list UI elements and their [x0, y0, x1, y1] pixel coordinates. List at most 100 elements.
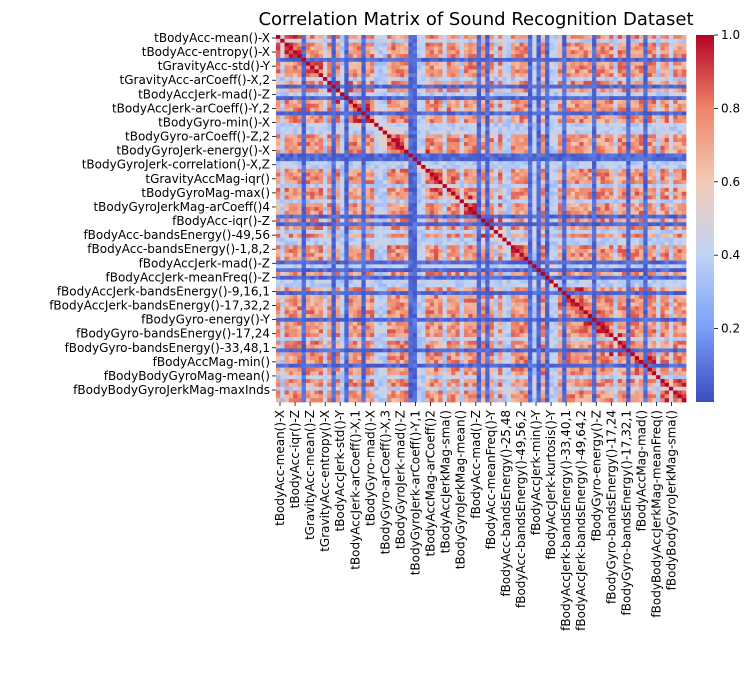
heatmap-cell — [647, 184, 653, 189]
heatmap-cell — [540, 57, 546, 63]
heatmap-cell — [310, 149, 315, 154]
heatmap-cell — [340, 88, 345, 93]
heatmap-cell — [276, 50, 281, 55]
heatmap-cell — [305, 199, 311, 204]
heatmap-cell — [596, 54, 601, 59]
heatmap-cell — [579, 164, 584, 170]
heatmap-cell — [446, 115, 452, 120]
heatmap-cell — [361, 96, 367, 101]
heatmap-cell — [600, 207, 606, 212]
heatmap-cell — [288, 180, 294, 185]
heatmap-cell — [369, 88, 375, 93]
heatmap-cell — [527, 92, 533, 97]
heatmap-cell — [587, 54, 593, 59]
heatmap-cell — [399, 184, 405, 189]
heatmap-cell — [630, 88, 636, 93]
heatmap-cell — [352, 180, 358, 185]
heatmap-cell — [502, 203, 508, 208]
heatmap-cell — [305, 161, 311, 166]
heatmap-cell — [540, 80, 546, 86]
heatmap-cell — [357, 122, 362, 128]
heatmap-cell — [416, 218, 422, 223]
heatmap-cell — [515, 115, 520, 120]
heatmap-cell — [382, 157, 388, 162]
heatmap-cell — [583, 61, 589, 66]
heatmap-cell — [344, 161, 349, 166]
heatmap-cell — [643, 195, 648, 200]
heatmap-cell — [579, 168, 584, 174]
heatmap-cell — [630, 203, 636, 208]
heatmap-cell — [425, 61, 431, 66]
heatmap-cell — [476, 195, 482, 200]
heatmap-cell — [562, 168, 567, 174]
heatmap-cell — [485, 187, 490, 193]
heatmap-cell — [566, 164, 572, 170]
heatmap-cell — [574, 210, 580, 216]
heatmap-cell — [621, 96, 627, 101]
heatmap-cell — [604, 84, 610, 89]
heatmap-cell — [408, 195, 414, 200]
heatmap-cell — [532, 57, 537, 63]
heatmap-cell — [438, 199, 443, 204]
heatmap-cell — [361, 126, 367, 131]
heatmap-cell — [284, 207, 290, 212]
heatmap-cell — [664, 61, 670, 66]
heatmap-cell — [438, 115, 443, 120]
heatmap-cell — [617, 107, 623, 112]
heatmap-cell — [570, 168, 576, 174]
heatmap-cell — [660, 210, 666, 216]
heatmap-cell — [489, 161, 495, 166]
heatmap-cell — [668, 187, 674, 193]
heatmap-cell — [604, 122, 610, 128]
heatmap-cell — [468, 57, 473, 63]
heatmap-cell — [331, 176, 337, 181]
heatmap-cell — [604, 99, 610, 105]
heatmap-cell — [656, 199, 661, 204]
heatmap-cell — [305, 122, 311, 128]
heatmap-cell — [276, 99, 281, 105]
heatmap-cell — [357, 161, 362, 166]
heatmap-cell — [557, 103, 563, 109]
heatmap-cell — [557, 126, 563, 131]
heatmap-cell — [527, 210, 533, 216]
heatmap-cell — [391, 222, 396, 227]
heatmap-cell — [566, 210, 572, 216]
heatmap-cell — [545, 61, 550, 66]
heatmap-cell — [485, 138, 490, 143]
heatmap-cell — [399, 73, 405, 78]
heatmap-cell — [310, 226, 315, 231]
heatmap-cell — [476, 145, 482, 151]
heatmap-cell — [604, 119, 610, 124]
heatmap-cell — [656, 168, 661, 174]
heatmap-cell — [677, 115, 683, 120]
heatmap-cell — [421, 203, 426, 208]
heatmap-cell — [395, 153, 401, 158]
heatmap-cell — [489, 130, 495, 135]
heatmap-cell — [451, 180, 456, 185]
heatmap-cell — [613, 187, 619, 193]
heatmap-cell — [391, 126, 396, 131]
heatmap-cell — [387, 84, 392, 89]
heatmap-cell — [374, 199, 379, 204]
heatmap-cell — [344, 164, 349, 170]
heatmap-cell — [673, 103, 678, 109]
heatmap-cell — [515, 35, 520, 40]
heatmap-cell — [617, 119, 623, 124]
heatmap-cell — [408, 96, 414, 101]
heatmap-cell — [472, 119, 478, 124]
heatmap-cell — [472, 184, 478, 189]
heatmap-cell — [617, 35, 623, 40]
heatmap-cell — [510, 214, 516, 219]
heatmap-cell — [630, 54, 636, 59]
heatmap-cell — [549, 46, 554, 51]
heatmap-cell — [545, 153, 550, 158]
heatmap-cell — [310, 229, 315, 235]
heatmap-cell — [399, 57, 405, 63]
heatmap-cell — [643, 103, 648, 109]
heatmap-cell — [305, 35, 311, 40]
heatmap-cell — [365, 50, 371, 55]
heatmap-cell — [327, 84, 332, 89]
heatmap-cell — [378, 61, 384, 66]
heatmap-cell — [357, 92, 362, 97]
heatmap-cell — [643, 80, 648, 86]
